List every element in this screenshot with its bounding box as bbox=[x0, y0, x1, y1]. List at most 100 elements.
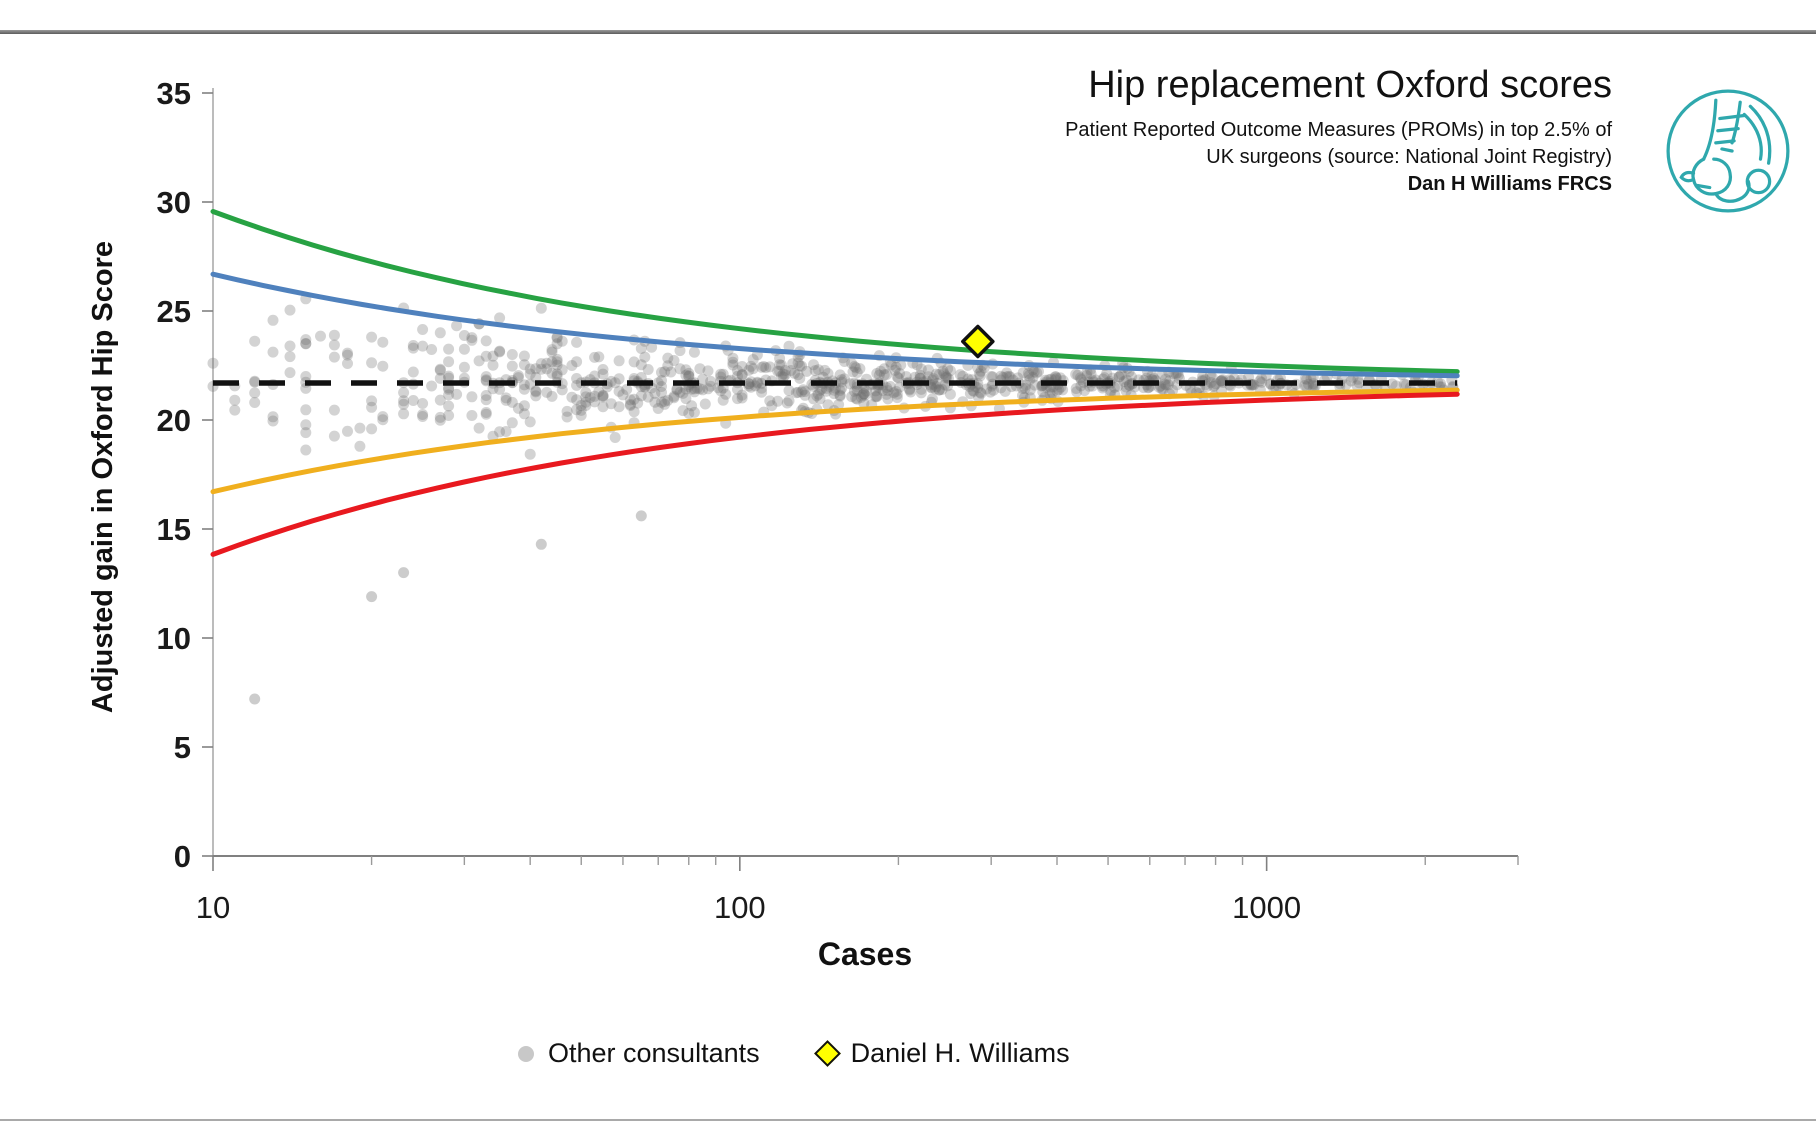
consultant-point bbox=[766, 400, 778, 412]
consultant-point bbox=[1123, 379, 1135, 391]
consultant-point bbox=[480, 350, 492, 362]
consultant-point bbox=[494, 345, 506, 357]
consultant-point bbox=[900, 371, 912, 383]
consultant-point bbox=[480, 371, 492, 383]
consultant-point bbox=[1057, 384, 1069, 396]
consultant-point bbox=[480, 375, 492, 387]
consultant-point bbox=[781, 397, 793, 409]
consultant-point bbox=[812, 364, 824, 376]
consultant-point bbox=[551, 332, 563, 344]
consultant-point bbox=[846, 391, 858, 403]
consultant-point bbox=[635, 343, 647, 354]
consultant-point bbox=[1070, 383, 1082, 394]
consultant-point bbox=[799, 389, 811, 401]
consultant-point bbox=[751, 376, 763, 388]
yellow-diamond-icon bbox=[813, 1040, 841, 1067]
consultant-point bbox=[890, 361, 902, 373]
consultant-point bbox=[790, 387, 802, 399]
consultant-point bbox=[551, 353, 563, 365]
consultant-point bbox=[589, 351, 601, 363]
hip-joint-logo bbox=[1666, 89, 1790, 213]
consultant-point bbox=[964, 388, 976, 400]
consultant-point bbox=[1210, 378, 1222, 390]
consultant-point bbox=[871, 390, 883, 402]
consultant-point bbox=[535, 302, 547, 314]
consultant-point bbox=[743, 378, 755, 390]
consultant-point bbox=[518, 379, 530, 391]
consultant-point bbox=[605, 375, 617, 387]
consultant-point bbox=[1162, 379, 1174, 391]
consultant-point bbox=[941, 371, 953, 383]
consultant-point bbox=[933, 369, 945, 380]
consultant-point bbox=[939, 379, 951, 391]
consultant-point bbox=[407, 342, 419, 354]
consultant-point bbox=[377, 360, 389, 372]
consultant-point bbox=[1215, 375, 1227, 387]
consultant-point bbox=[551, 370, 563, 382]
consultant-point bbox=[1160, 373, 1172, 385]
consultant-point bbox=[1305, 373, 1317, 385]
consultant-point bbox=[926, 374, 938, 386]
consultant-point bbox=[717, 368, 729, 380]
consultant-point bbox=[443, 356, 455, 368]
consultant-point bbox=[683, 370, 695, 382]
consultant-point bbox=[443, 343, 455, 355]
consultant-point bbox=[512, 370, 524, 382]
consultant-point bbox=[632, 397, 644, 409]
chart-author: Dan H Williams FRCS bbox=[1407, 172, 1612, 195]
consultant-point bbox=[929, 383, 941, 395]
consultant-point bbox=[792, 357, 804, 369]
consultant-point bbox=[506, 417, 518, 429]
consultant-point bbox=[909, 371, 921, 383]
consultant-point bbox=[764, 361, 776, 373]
consultant-point bbox=[702, 365, 714, 377]
consultant-point bbox=[328, 430, 340, 442]
consultant-point bbox=[680, 364, 692, 376]
consultant-point bbox=[987, 371, 999, 383]
consultant-point bbox=[927, 378, 939, 390]
consultant-point bbox=[530, 371, 542, 383]
consultant-point bbox=[688, 386, 700, 398]
consultant-point bbox=[662, 352, 674, 364]
consultant-point bbox=[792, 369, 804, 381]
consultant-point bbox=[756, 377, 768, 389]
consultant-point bbox=[702, 383, 714, 395]
consultant-point bbox=[1017, 389, 1028, 401]
consultant-point bbox=[541, 363, 553, 375]
consultant-point bbox=[458, 330, 470, 341]
consultant-point bbox=[494, 346, 506, 358]
consultant-point bbox=[300, 419, 312, 431]
consultant-point bbox=[434, 414, 446, 426]
consultant-point bbox=[1254, 375, 1266, 387]
consultant-point bbox=[683, 367, 695, 379]
consultant-point bbox=[688, 383, 700, 395]
consultant-point bbox=[834, 369, 846, 381]
consultant-point bbox=[249, 376, 261, 388]
consultant-point bbox=[1029, 379, 1041, 391]
consultant-point bbox=[656, 396, 667, 408]
consultant-point bbox=[249, 335, 261, 347]
consultant-point bbox=[877, 385, 889, 396]
consultant-point bbox=[1301, 381, 1313, 393]
consultant-point bbox=[342, 347, 353, 359]
consultant-point bbox=[871, 391, 883, 403]
consultant-point bbox=[715, 385, 727, 397]
consultant-point bbox=[1004, 371, 1016, 383]
consultant-point bbox=[1051, 385, 1063, 397]
consultant-point bbox=[779, 365, 791, 376]
consultant-point bbox=[624, 398, 636, 410]
consultant-point bbox=[328, 351, 340, 363]
consultant-point bbox=[575, 400, 587, 411]
consultant-point bbox=[1001, 367, 1013, 379]
consultant-point bbox=[1256, 373, 1268, 384]
consultant-point bbox=[506, 396, 518, 408]
consultant-point bbox=[300, 334, 312, 346]
consultant-point bbox=[745, 376, 757, 388]
consultant-point bbox=[686, 400, 698, 412]
consultant-point bbox=[936, 384, 948, 395]
consultant-point bbox=[649, 396, 661, 408]
consultant-point bbox=[561, 411, 573, 423]
consultant-point bbox=[972, 382, 984, 394]
consultant-point bbox=[434, 411, 446, 423]
